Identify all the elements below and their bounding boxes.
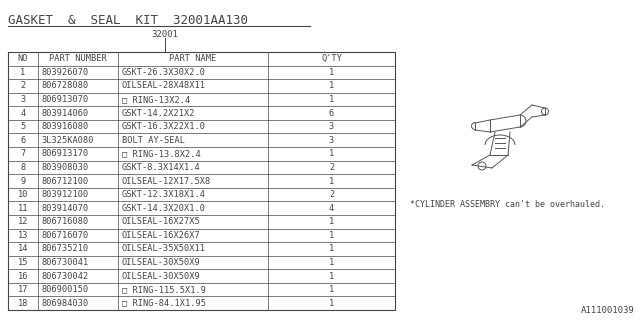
Text: NO: NO [18,54,28,63]
Text: 5: 5 [20,122,26,131]
Text: 15: 15 [18,258,28,267]
Text: 803912100: 803912100 [41,190,88,199]
Text: 1: 1 [329,258,334,267]
Text: 806716070: 806716070 [41,231,88,240]
Text: 4: 4 [329,204,334,213]
Text: 1: 1 [329,272,334,281]
Text: GSKT-14.3X20X1.0: GSKT-14.3X20X1.0 [122,204,206,213]
Text: 3: 3 [20,95,26,104]
Text: 806712100: 806712100 [41,177,88,186]
Text: 806913170: 806913170 [41,149,88,158]
Text: GSKT-14.2X21X2: GSKT-14.2X21X2 [122,108,195,118]
Text: 6: 6 [20,136,26,145]
Text: □ RING-115.5X1.9: □ RING-115.5X1.9 [122,285,206,294]
Text: 806728080: 806728080 [41,82,88,91]
Text: 3: 3 [329,136,334,145]
Text: GSKT-8.3X14X1.4: GSKT-8.3X14X1.4 [122,163,201,172]
Text: 2: 2 [329,190,334,199]
Text: 806730041: 806730041 [41,258,88,267]
Text: 1: 1 [329,177,334,186]
Text: 1: 1 [329,149,334,158]
Text: OILSEAL-16X26X7: OILSEAL-16X26X7 [122,231,201,240]
Text: □ RING-13.8X2.4: □ RING-13.8X2.4 [122,149,201,158]
Text: 1: 1 [329,285,334,294]
Text: □ RING-84.1X1.95: □ RING-84.1X1.95 [122,299,206,308]
Text: 1: 1 [329,231,334,240]
Text: 10: 10 [18,190,28,199]
Text: 3: 3 [329,122,334,131]
Text: GSKT-26.3X30X2.0: GSKT-26.3X30X2.0 [122,68,206,77]
Text: 1: 1 [329,82,334,91]
Text: 3L325KA080: 3L325KA080 [41,136,93,145]
Text: 4: 4 [20,108,26,118]
Text: Q'TY: Q'TY [321,54,342,63]
Text: 1: 1 [329,95,334,104]
Text: 803914070: 803914070 [41,204,88,213]
Text: 11: 11 [18,204,28,213]
Text: 1: 1 [20,68,26,77]
Text: 6: 6 [329,108,334,118]
Text: 803926070: 803926070 [41,68,88,77]
Text: OILSEAL-30X50X9: OILSEAL-30X50X9 [122,258,201,267]
Text: 1: 1 [329,299,334,308]
Text: 806900150: 806900150 [41,285,88,294]
Text: 803916080: 803916080 [41,122,88,131]
Text: 14: 14 [18,244,28,253]
Text: 9: 9 [20,177,26,186]
Bar [8,52,395,310]
Text: 803908030: 803908030 [41,163,88,172]
Text: BOLT AY-SEAL: BOLT AY-SEAL [122,136,185,145]
Text: 806735210: 806735210 [41,244,88,253]
Text: OILSEAL-12X17.5X8: OILSEAL-12X17.5X8 [122,177,211,186]
Text: OILSEAL-16X27X5: OILSEAL-16X27X5 [122,217,201,226]
Text: □ RING-13X2.4: □ RING-13X2.4 [122,95,190,104]
Text: 1: 1 [329,68,334,77]
Text: GASKET  &  SEAL  KIT  32001AA130: GASKET & SEAL KIT 32001AA130 [8,14,248,27]
Text: OILSEAL-28X48X11: OILSEAL-28X48X11 [122,82,206,91]
Text: A111001039: A111001039 [581,306,635,315]
Text: 1: 1 [329,217,334,226]
Text: OILSEAL-35X50X11: OILSEAL-35X50X11 [122,244,206,253]
Text: 12: 12 [18,217,28,226]
Text: 16: 16 [18,272,28,281]
Text: 17: 17 [18,285,28,294]
Text: GSKT-12.3X18X1.4: GSKT-12.3X18X1.4 [122,190,206,199]
Text: 806984030: 806984030 [41,299,88,308]
Text: 803914060: 803914060 [41,108,88,118]
Text: 13: 13 [18,231,28,240]
Text: 806716080: 806716080 [41,217,88,226]
Text: 2: 2 [20,82,26,91]
Text: 7: 7 [20,149,26,158]
Text: 8: 8 [20,163,26,172]
Text: 18: 18 [18,299,28,308]
Text: OILSEAL-30X50X9: OILSEAL-30X50X9 [122,272,201,281]
Text: *CYLINDER ASSEMBRY can't be overhauled.: *CYLINDER ASSEMBRY can't be overhauled. [410,200,605,209]
Text: 806730042: 806730042 [41,272,88,281]
Text: PART NUMBER: PART NUMBER [49,54,107,63]
Text: 1: 1 [329,244,334,253]
Text: GSKT-16.3X22X1.0: GSKT-16.3X22X1.0 [122,122,206,131]
Text: 806913070: 806913070 [41,95,88,104]
Text: 32001: 32001 [152,30,179,39]
Text: 2: 2 [329,163,334,172]
Text: PART NAME: PART NAME [170,54,216,63]
